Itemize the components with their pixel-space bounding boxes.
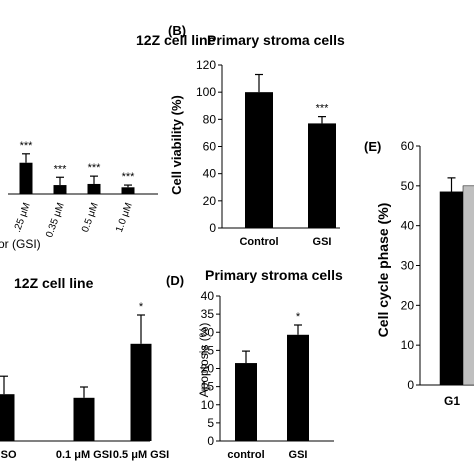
panel-b-bar <box>245 92 273 229</box>
panel-d-ylabel: Apoptosis (%) <box>197 323 211 398</box>
panel-d-category-label: GSI <box>289 449 308 461</box>
panel-d-y-tick-label: 5 <box>207 416 214 430</box>
panel-b-title: Primary stroma cells <box>207 32 345 48</box>
panel-b-ylabel: Cell viability (%) <box>169 95 184 195</box>
panel-d-y-tick-label: 10 <box>201 398 215 412</box>
panel-a-category-label: 1.0 μM <box>114 201 135 234</box>
panel-d-bar <box>287 334 309 441</box>
panel-d-bar <box>235 363 257 441</box>
panel-b-chart: (B) Primary stroma cells Cell viability … <box>168 23 345 248</box>
panel-e-y-tick-label: 0 <box>407 378 414 392</box>
panel-b-category-label: Control <box>239 236 278 248</box>
panel-b-y-tick-label: 0 <box>209 221 216 235</box>
panel-a-significance-label: *** <box>54 163 68 175</box>
panel-d-y-tick-label: 35 <box>201 307 215 321</box>
panel-e-y-tick-label: 40 <box>401 219 415 233</box>
panel-e-y-tick-label: 30 <box>401 259 415 273</box>
panel-e-label: (E) <box>364 139 381 154</box>
panel-e-bar <box>462 185 474 386</box>
panel-b-y-tick-label: 120 <box>196 58 216 72</box>
panel-b-category-label: GSI <box>313 236 332 248</box>
panel-c-category-label: MSO <box>0 449 17 461</box>
panel-d-label: (D) <box>166 273 184 288</box>
panel-b-bar <box>308 123 336 228</box>
panel-c-chart: 12Z cell line MSO 0.1 μM GSI * 0.5 μM GSI <box>0 275 169 461</box>
panel-b-y-tick-label: 60 <box>203 140 217 154</box>
panel-a-category-label: 0.35 μM <box>44 201 67 239</box>
panel-b-y-tick-label: 40 <box>203 167 217 181</box>
panel-c-category-label: 0.1 μM GSI <box>56 449 112 461</box>
panel-e-chart: (E) Cell cycle phase (%) 0 10 20 30 40 50 60 G1 <box>364 139 474 408</box>
panel-c-title: 12Z cell line <box>14 275 94 291</box>
panel-d-title: Primary stroma cells <box>205 267 343 283</box>
panel-d-y-tick-label: 40 <box>201 289 215 303</box>
panel-a-title: 12Z cell line <box>136 32 216 48</box>
panel-e-ylabel: Cell cycle phase (%) <box>375 203 391 338</box>
panel-c-category-label: 0.5 μM GSI <box>113 449 169 461</box>
panel-a-significance-label: *** <box>20 140 34 152</box>
panel-a-bar <box>19 162 33 194</box>
panel-a-significance-label: *** <box>122 171 136 183</box>
panel-b-y-tick-label: 100 <box>196 85 216 99</box>
panel-e-y-tick-label: 50 <box>401 179 415 193</box>
panel-c-significance-label: * <box>139 301 144 313</box>
panel-d-chart: (D) Primary stroma cells Apoptosis (%) 0… <box>166 267 343 461</box>
panel-d-y-tick-label: 15 <box>201 380 215 394</box>
panel-c-bar <box>0 394 15 441</box>
panel-d-y-tick-label: 0 <box>207 434 214 448</box>
panel-a-bar <box>121 187 135 194</box>
panel-e-category-label: G1 <box>444 394 460 408</box>
panel-c-bar <box>130 343 152 441</box>
panel-a-significance-label: *** <box>88 162 102 174</box>
panel-a-category-label: .25 μM <box>12 201 33 234</box>
panel-e-bar <box>439 191 464 386</box>
panel-d-category-label: control <box>227 449 264 461</box>
panel-a-category-label: 0.5 μM <box>80 201 101 234</box>
panel-b-y-tick-label: 80 <box>203 112 217 126</box>
panel-d-y-tick-label: 25 <box>201 343 215 357</box>
panel-a-bar <box>87 183 101 194</box>
panel-b-significance-label: *** <box>316 103 330 115</box>
panel-b-y-tick-label: 20 <box>203 194 217 208</box>
panel-d-significance-label: * <box>296 311 301 323</box>
panel-e-y-tick-label: 10 <box>401 338 415 352</box>
panel-a-xlabel: itor (GSI) <box>0 237 41 251</box>
panel-c-bar <box>73 397 95 441</box>
panel-e-y-tick-label: 60 <box>401 139 415 153</box>
panel-a-bar <box>53 185 67 194</box>
panel-d-y-tick-label: 20 <box>201 362 215 376</box>
panel-d-y-tick-label: 30 <box>201 325 215 339</box>
panel-b-label: (B) <box>168 23 186 38</box>
panel-e-y-tick-label: 20 <box>401 298 415 312</box>
